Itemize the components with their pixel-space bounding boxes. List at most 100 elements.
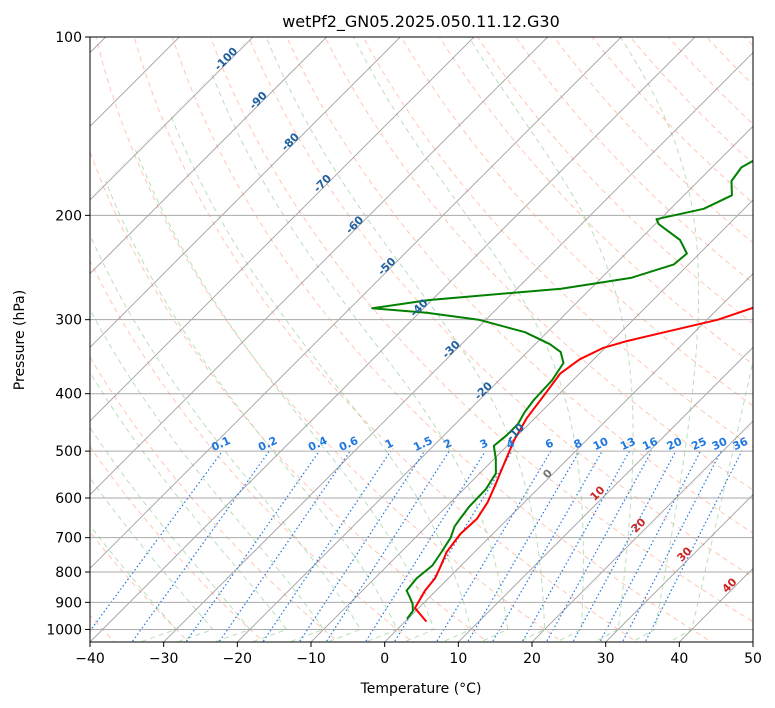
dry-adiabat bbox=[209, 37, 753, 623]
mixing-ratio-line bbox=[90, 450, 223, 632]
dry-adiabat bbox=[515, 37, 753, 284]
isotherm-line bbox=[90, 37, 622, 569]
mixing-ratio-line bbox=[521, 450, 631, 642]
mixing-ratio-line bbox=[185, 450, 320, 642]
mixing-ratio-line bbox=[545, 450, 653, 642]
y-tick-label: 200 bbox=[55, 208, 82, 224]
isotherm-label: -70 bbox=[311, 172, 334, 195]
mixing-ratio-line bbox=[599, 450, 702, 642]
isotherm-line bbox=[531, 420, 753, 642]
isotherm-line bbox=[90, 37, 328, 275]
moist-adiabat bbox=[135, 149, 435, 642]
isotherm-label: -80 bbox=[279, 130, 302, 153]
y-tick-label: 100 bbox=[55, 30, 82, 46]
isotherm-label: -100 bbox=[212, 44, 241, 73]
moist-adiabat bbox=[90, 371, 288, 642]
mixing-ratio-label: 6 bbox=[543, 436, 556, 451]
moist-adiabat bbox=[468, 37, 634, 642]
isotherm-line bbox=[90, 37, 401, 348]
x-tick-label: 0 bbox=[380, 651, 389, 667]
x-tick-label: −10 bbox=[296, 651, 326, 667]
x-tick-label: 40 bbox=[670, 651, 688, 667]
x-tick-label: 20 bbox=[523, 651, 541, 667]
mixing-ratio-line bbox=[491, 450, 603, 642]
mixing-ratio-label: 2 bbox=[442, 436, 454, 451]
moist-adiabat bbox=[211, 72, 509, 642]
mixing-ratio-label: 36 bbox=[731, 435, 751, 453]
y-axis: 100 200 300 400 500 600 700 800 900 1000 bbox=[46, 30, 90, 638]
mixing-ratio-line bbox=[325, 450, 450, 642]
moist-adiabat bbox=[620, 37, 700, 642]
dry-adiabat bbox=[770, 24, 775, 645]
isotherm-line bbox=[90, 37, 254, 201]
dry-adiabat bbox=[90, 259, 414, 642]
series-group bbox=[371, 159, 753, 623]
y-tick-label: 1000 bbox=[46, 622, 82, 638]
theta-label: 30 bbox=[675, 544, 695, 564]
y-tick-label: 600 bbox=[55, 491, 82, 507]
isotherm-label: -60 bbox=[343, 213, 366, 236]
dry-adiabat bbox=[324, 37, 753, 491]
theta-label: 10 bbox=[588, 483, 608, 503]
isotherm-line bbox=[90, 37, 180, 127]
mixing-ratio-label: 30 bbox=[710, 435, 730, 453]
isotherm-line bbox=[384, 273, 753, 642]
y-tick-label: 700 bbox=[55, 531, 82, 547]
isotherm-line bbox=[163, 52, 753, 642]
mixing-ratio-label: 3 bbox=[478, 436, 490, 451]
mixing-ratio-line bbox=[621, 450, 722, 642]
mixing-ratio-label: 20 bbox=[665, 435, 685, 453]
isotherm-label: -30 bbox=[440, 338, 463, 361]
isotherm-line bbox=[90, 37, 475, 422]
dry-adiabat bbox=[90, 445, 265, 642]
x-tick-label: 30 bbox=[597, 651, 615, 667]
mixing-ratio-line bbox=[572, 450, 677, 642]
dry-adiabat bbox=[744, 37, 753, 47]
chart-title: wetPf2_GN05.2025.050.11.12.G30 bbox=[282, 12, 560, 32]
y-tick-label: 400 bbox=[55, 387, 82, 403]
moist-adiabat bbox=[169, 114, 472, 642]
dry-adiabat bbox=[477, 37, 753, 325]
moist-adiabat bbox=[90, 524, 178, 642]
moist-adiabat bbox=[105, 180, 398, 642]
isotherm-line bbox=[752, 641, 753, 642]
dry-adiabat bbox=[705, 37, 753, 86]
isotherm-line bbox=[310, 199, 753, 642]
y-axis-label: Pressure (hPa) bbox=[12, 290, 28, 390]
isotherm-line bbox=[90, 37, 549, 496]
mixing-ratio-line bbox=[364, 450, 486, 642]
dry-adiabat bbox=[133, 37, 638, 642]
isotherm-line bbox=[90, 37, 696, 642]
dry-adiabat bbox=[667, 37, 753, 125]
pressure-grid bbox=[90, 37, 753, 630]
isotherm-line bbox=[605, 494, 753, 642]
y-tick-label: 300 bbox=[55, 313, 82, 329]
plot-frame bbox=[89, 36, 754, 643]
moist-adiabat bbox=[90, 233, 362, 642]
dry-adiabat bbox=[400, 37, 753, 407]
mixing-ratio-line bbox=[393, 450, 513, 642]
mixing-ratio-label: 16 bbox=[640, 435, 660, 453]
theta-label: 20 bbox=[629, 515, 649, 535]
isotherm-line bbox=[236, 125, 753, 642]
dry-adiabat bbox=[362, 37, 753, 449]
mixing-ratio-line bbox=[644, 450, 743, 642]
moist-adiabat bbox=[90, 308, 325, 642]
y-tick-label: 900 bbox=[55, 595, 82, 611]
mixing-ratio-label: 10 bbox=[591, 435, 611, 453]
mixing-ratio-line bbox=[435, 450, 552, 642]
theta-label: 40 bbox=[720, 575, 740, 595]
moist-adiabat bbox=[90, 477, 214, 642]
x-tick-label: −20 bbox=[223, 651, 253, 667]
y-tick-label: 500 bbox=[55, 444, 82, 460]
x-axis-label: Temperature (°C) bbox=[360, 681, 482, 697]
dry-adiabat bbox=[629, 37, 753, 165]
moist-adiabat bbox=[265, 37, 546, 642]
mixing-ratio-line bbox=[466, 450, 580, 642]
y-tick-label: 800 bbox=[55, 565, 82, 581]
isotherm-label: -90 bbox=[247, 89, 270, 112]
dry-adiabat bbox=[286, 37, 753, 534]
x-tick-label: 50 bbox=[744, 651, 762, 667]
mixing-ratio-label: 25 bbox=[689, 435, 708, 453]
x-tick-label: −40 bbox=[75, 651, 105, 667]
